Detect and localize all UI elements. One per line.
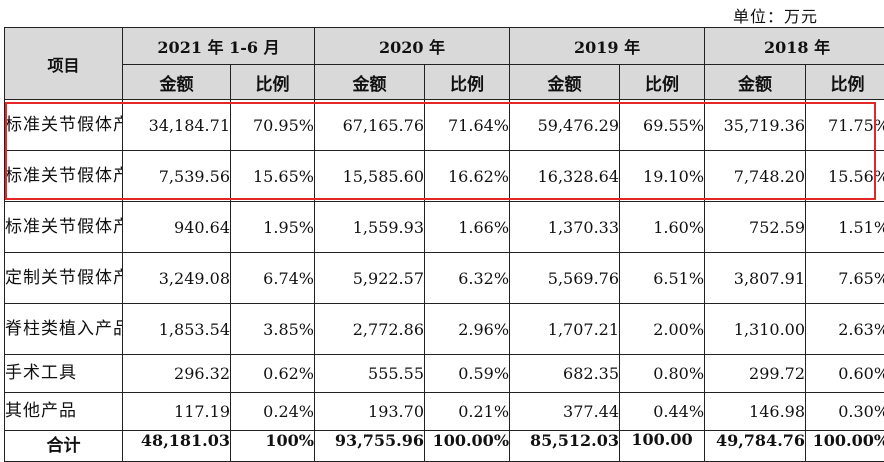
cell-amount: 1,370.33 bbox=[510, 202, 620, 253]
cell-ratio: 1.66% bbox=[425, 202, 510, 253]
cell-amount: 1,559.93 bbox=[315, 202, 425, 253]
cell-ratio: 0.44% bbox=[620, 393, 705, 431]
row-name: 标准关节假体产品-肩 bbox=[5, 202, 123, 253]
row-name: 脊柱类植入产品 bbox=[5, 304, 123, 355]
total-row: 合计 48,181.03 100% 93,755.96 100.00% 85,5… bbox=[5, 431, 884, 462]
cell-ratio: 15.56% bbox=[806, 151, 884, 202]
total-amount: 93,755.96 bbox=[315, 431, 425, 462]
cell-amount: 193.70 bbox=[315, 393, 425, 431]
table-row: 其他产品 117.19 0.24% 193.70 0.21% 377.44 0.… bbox=[5, 393, 884, 431]
cell-amount: 146.98 bbox=[705, 393, 806, 431]
row-name: 其他产品 bbox=[5, 393, 123, 431]
cell-amount: 2,772.86 bbox=[315, 304, 425, 355]
cell-ratio: 0.24% bbox=[231, 393, 315, 431]
cell-amount: 15,585.60 bbox=[315, 151, 425, 202]
header-amount: 金额 bbox=[705, 65, 806, 100]
total-ratio: 100.00% bbox=[806, 431, 884, 462]
cell-amount: 5,569.76 bbox=[510, 253, 620, 304]
cell-ratio: 19.10% bbox=[620, 151, 705, 202]
cell-ratio: 69.55% bbox=[620, 100, 705, 151]
row-name: 定制关节假体产品 bbox=[5, 253, 123, 304]
cell-ratio: 6.74% bbox=[231, 253, 315, 304]
cell-ratio: 15.65% bbox=[231, 151, 315, 202]
header-amount: 金额 bbox=[123, 65, 231, 100]
cell-ratio: 0.60% bbox=[806, 355, 884, 393]
table-body: 标准关节假体产品-髋 34,184.71 70.95% 67,165.76 71… bbox=[5, 100, 884, 462]
header-amount: 金额 bbox=[315, 65, 425, 100]
header-period: 2021 年 1-6 月 bbox=[123, 28, 315, 65]
cell-amount: 59,476.29 bbox=[510, 100, 620, 151]
cell-amount: 1,853.54 bbox=[123, 304, 231, 355]
cell-amount: 1,707.21 bbox=[510, 304, 620, 355]
cell-ratio: 71.75% bbox=[806, 100, 884, 151]
table-row: 标准关节假体产品-膝 7,539.56 15.65% 15,585.60 16.… bbox=[5, 151, 884, 202]
cell-ratio: 6.51% bbox=[620, 253, 705, 304]
header-period: 2020 年 bbox=[315, 28, 510, 65]
cell-amount: 299.72 bbox=[705, 355, 806, 393]
cell-amount: 3,807.91 bbox=[705, 253, 806, 304]
cell-ratio: 71.64% bbox=[425, 100, 510, 151]
cell-ratio: 3.85% bbox=[231, 304, 315, 355]
header-ratio: 比例 bbox=[231, 65, 315, 100]
cell-amount: 940.64 bbox=[123, 202, 231, 253]
cell-amount: 296.32 bbox=[123, 355, 231, 393]
total-label: 合计 bbox=[5, 431, 123, 462]
header-period: 2018 年 bbox=[705, 28, 884, 65]
cell-amount: 34,184.71 bbox=[123, 100, 231, 151]
cell-amount: 682.35 bbox=[510, 355, 620, 393]
total-amount: 48,181.03 bbox=[123, 431, 231, 462]
cell-ratio: 0.80% bbox=[620, 355, 705, 393]
total-ratio: 100.00 bbox=[620, 431, 705, 462]
total-amount: 85,512.03 bbox=[510, 431, 620, 462]
revenue-table: 项目 2021 年 1-6 月 2020 年 2019 年 2018 年 金额 … bbox=[4, 27, 884, 462]
cell-ratio: 1.95% bbox=[231, 202, 315, 253]
cell-amount: 1,310.00 bbox=[705, 304, 806, 355]
cell-amount: 3,249.08 bbox=[123, 253, 231, 304]
unit-label: 单位：万元 bbox=[733, 3, 818, 27]
cell-ratio: 6.32% bbox=[425, 253, 510, 304]
header-ratio: 比例 bbox=[806, 65, 884, 100]
cell-ratio: 0.30% bbox=[806, 393, 884, 431]
header-ratio: 比例 bbox=[620, 65, 705, 100]
total-amount: 49,784.76 bbox=[705, 431, 806, 462]
cell-ratio: 2.00% bbox=[620, 304, 705, 355]
header-amount: 金额 bbox=[510, 65, 620, 100]
cell-amount: 7,539.56 bbox=[123, 151, 231, 202]
cell-amount: 67,165.76 bbox=[315, 100, 425, 151]
cell-ratio: 1.51% bbox=[806, 202, 884, 253]
cell-amount: 752.59 bbox=[705, 202, 806, 253]
cell-amount: 377.44 bbox=[510, 393, 620, 431]
row-name: 标准关节假体产品-膝 bbox=[5, 151, 123, 202]
header-item: 项目 bbox=[5, 28, 123, 100]
total-ratio: 100.00% bbox=[425, 431, 510, 462]
table-row: 脊柱类植入产品 1,853.54 3.85% 2,772.86 2.96% 1,… bbox=[5, 304, 884, 355]
cell-ratio: 1.60% bbox=[620, 202, 705, 253]
header-period: 2019 年 bbox=[510, 28, 705, 65]
cell-ratio: 70.95% bbox=[231, 100, 315, 151]
cell-ratio: 7.65% bbox=[806, 253, 884, 304]
table-row: 标准关节假体产品-髋 34,184.71 70.95% 67,165.76 71… bbox=[5, 100, 884, 151]
cell-ratio: 0.21% bbox=[425, 393, 510, 431]
total-ratio: 100% bbox=[231, 431, 315, 462]
cell-amount: 16,328.64 bbox=[510, 151, 620, 202]
table-header: 项目 2021 年 1-6 月 2020 年 2019 年 2018 年 金额 … bbox=[5, 28, 884, 100]
cell-amount: 35,719.36 bbox=[705, 100, 806, 151]
row-name: 手术工具 bbox=[5, 355, 123, 393]
cell-amount: 5,922.57 bbox=[315, 253, 425, 304]
table-row: 定制关节假体产品 3,249.08 6.74% 5,922.57 6.32% 5… bbox=[5, 253, 884, 304]
cell-amount: 555.55 bbox=[315, 355, 425, 393]
cell-ratio: 16.62% bbox=[425, 151, 510, 202]
cell-amount: 7,748.20 bbox=[705, 151, 806, 202]
cell-ratio: 0.62% bbox=[231, 355, 315, 393]
header-row-metrics: 金额 比例 金额 比例 金额 比例 金额 比例 bbox=[5, 65, 884, 100]
header-row-periods: 项目 2021 年 1-6 月 2020 年 2019 年 2018 年 bbox=[5, 28, 884, 65]
cell-ratio: 2.96% bbox=[425, 304, 510, 355]
cell-amount: 117.19 bbox=[123, 393, 231, 431]
cell-ratio: 0.59% bbox=[425, 355, 510, 393]
cell-ratio: 2.63% bbox=[806, 304, 884, 355]
table-row: 手术工具 296.32 0.62% 555.55 0.59% 682.35 0.… bbox=[5, 355, 884, 393]
table-row: 标准关节假体产品-肩 940.64 1.95% 1,559.93 1.66% 1… bbox=[5, 202, 884, 253]
row-name: 标准关节假体产品-髋 bbox=[5, 100, 123, 151]
header-ratio: 比例 bbox=[425, 65, 510, 100]
